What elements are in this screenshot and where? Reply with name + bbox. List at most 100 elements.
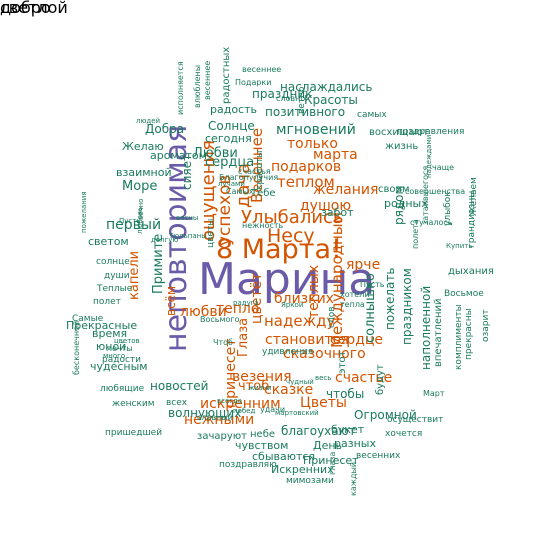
word-pozdravlyayu: поздравляю	[219, 460, 277, 470]
word-vsyom: всём	[164, 285, 178, 316]
word-chashche: чаще	[432, 163, 455, 172]
word-dushoyu: душою	[300, 198, 352, 214]
word-vosmogo: Восьмого	[200, 315, 240, 324]
word-ulybok: улыбок	[443, 191, 453, 226]
word-slavnyy: славный	[197, 413, 233, 422]
word-siyaet-1: сияет	[180, 154, 194, 190]
word-zacharuyut: зачаруют	[197, 431, 247, 442]
word-raznykh: разных	[334, 437, 376, 450]
word-more-1: Море	[122, 179, 158, 194]
word-dykhaniya: дыхания	[448, 266, 494, 277]
word-yarche: ярче	[346, 257, 381, 273]
word-iskrennim: искренним	[200, 396, 281, 412]
word-lyubvi: Любви	[193, 146, 238, 161]
word-dushi: души	[104, 271, 130, 281]
word-khoteli: хотели	[340, 290, 370, 299]
word-vezeniya: везения	[232, 369, 292, 385]
word-zhizn: жизнь	[385, 141, 419, 152]
word-vesennee-2: весеннее	[242, 65, 282, 74]
word-luchami: лучами	[218, 180, 245, 188]
word-prazdnik: праздник	[252, 87, 313, 101]
word-nezhnost: нежность	[242, 221, 284, 230]
word-pozhelaniya: пожелания	[80, 191, 88, 233]
word-vpechatleniy: впечатлений	[433, 298, 444, 367]
word-solntse-2: солнце	[96, 257, 130, 267]
word-ogromnoy: Огромной	[354, 408, 417, 422]
word-teplom: теплом	[277, 173, 335, 191]
word-pust-2: Пусть	[360, 280, 385, 289]
word-radost: радость	[210, 103, 257, 116]
word-polet: полет	[93, 297, 121, 307]
word-prishedshey: пришедшей	[105, 428, 163, 438]
word-tebe: Тебе	[251, 188, 276, 199]
word-pobed: побед	[233, 407, 256, 415]
word-blagoukhayut: благоухают	[281, 424, 356, 438]
word-skazke: сказке	[264, 382, 314, 398]
word-chuvstvom: чувством	[235, 439, 289, 452]
word-ves: весь	[315, 374, 332, 382]
word-lyubov: любовь	[136, 206, 144, 234]
word-den: День	[313, 439, 343, 452]
word-8-marta: 8 Марта!	[216, 234, 342, 265]
word-rodnykh: родных	[384, 197, 428, 210]
word-teplo: тепло	[216, 301, 260, 317]
word-zhelayu: Желаю	[122, 140, 164, 153]
word-prekrasny: прекрасны	[464, 308, 474, 360]
word-chtob: чтоб	[238, 379, 270, 394]
word-yarkoy: Яркой	[281, 301, 304, 309]
word-skazochnogo: сказочного	[283, 346, 366, 362]
word-aromatom: ароматом	[150, 149, 207, 162]
word-nebe: небе	[250, 429, 276, 440]
word-podarkov: подарков	[271, 159, 342, 175]
word-zhenskim: женским	[112, 399, 155, 409]
word-zabot: забот	[321, 206, 354, 219]
word-prekrasnye: Прекрасные	[66, 319, 138, 332]
word-zhelaniya: желания	[313, 182, 379, 198]
word-prineset-2: Принесет	[303, 454, 359, 467]
word-stanovitsya: становится	[265, 332, 349, 348]
word-slovno: словно	[276, 94, 306, 103]
word-lyubvi-2: любви	[180, 304, 227, 320]
word-nadezhdami: надеждами	[425, 134, 433, 178]
word-solntse: Солнце	[208, 119, 255, 133]
word-zhizni: жизни	[248, 384, 272, 392]
word-podarki: Подарки	[235, 78, 272, 87]
word-tepla: теплa	[340, 300, 365, 309]
word-prazdnikom: праздником	[400, 268, 414, 345]
word-serdtse: сердце	[330, 332, 384, 348]
word-udivleniya: удивления	[262, 347, 314, 357]
word-pozdravleniya: поздравления	[397, 127, 465, 137]
word-vsegda: всегда	[217, 397, 243, 405]
word-zhelaem: Желаем	[469, 177, 479, 216]
word-krasoty: Красоты	[304, 93, 358, 107]
word-napolnennoy: наполненной	[419, 285, 433, 370]
word-voskhishchayut: восхищают	[369, 127, 429, 138]
word-lyubyashchie: любящие	[100, 384, 145, 394]
word-svetloy: светлой	[0, 0, 68, 17]
word-stuchalos: стучалось	[410, 218, 453, 227]
word-mnogo: много	[103, 352, 126, 360]
word-etot: этот	[337, 350, 348, 374]
word-osushchestvit: осуществит	[387, 415, 444, 425]
word-ozarit: озарит	[481, 309, 491, 342]
word-kupit: Купить	[446, 242, 473, 250]
word-pervyy: первый	[106, 217, 162, 233]
word-tolko: только	[287, 136, 338, 152]
word-vesennee-3: весеннее	[203, 60, 212, 100]
word-vosmoe: Восьмое	[444, 289, 484, 299]
word-kazhdyy: каждый	[349, 462, 358, 496]
word-tsvety: Цветы	[300, 395, 347, 411]
word-martovskiy: мартовский	[275, 409, 319, 417]
word-vesennikh: весенних	[356, 451, 401, 461]
word-nezhnymi: нежными	[184, 412, 255, 428]
word-tyulpany: Тюльпаны	[169, 232, 207, 240]
word-iskrennikh: Искренних	[271, 463, 334, 476]
word-pust-1: Пусть	[119, 217, 141, 225]
word-veter: ветер	[297, 86, 307, 114]
word-beskonechnoy: бесконечной	[72, 320, 81, 375]
word-poleta: полета	[411, 219, 420, 249]
word-mimozami: мимозами	[286, 476, 334, 486]
word-vremya: время	[92, 327, 128, 340]
word-ispolnyaetsya: исполняется	[176, 61, 185, 115]
